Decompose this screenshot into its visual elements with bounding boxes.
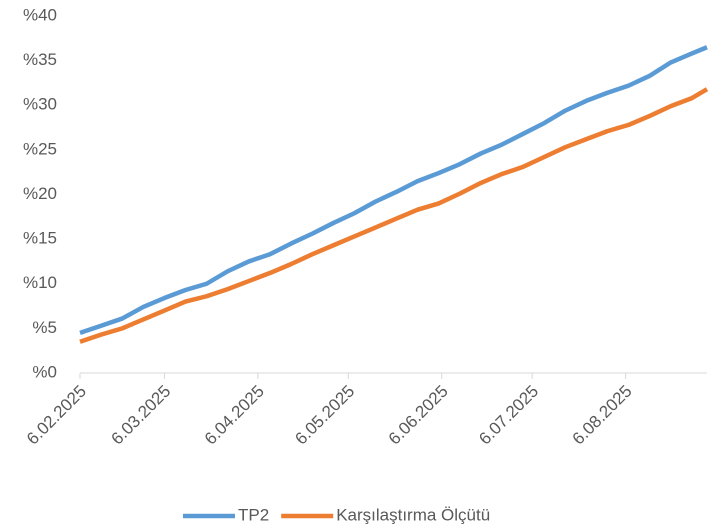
y-tick-label: %5 — [32, 318, 57, 337]
y-tick-label: %20 — [23, 184, 57, 203]
y-tick-label: %30 — [23, 95, 57, 114]
x-tick-label: 6.03.2025 — [107, 382, 174, 449]
series-line — [79, 87, 709, 344]
legend-label: TP2 — [238, 505, 269, 524]
series-line — [79, 45, 708, 335]
y-tick-label: %40 — [23, 5, 57, 24]
x-tick-label: 6.07.2025 — [475, 382, 542, 449]
y-tick-label: %10 — [23, 273, 57, 292]
x-tick-label: 6.06.2025 — [385, 382, 452, 449]
x-tick-label: 6.02.2025 — [23, 382, 90, 449]
legend-label: Karşılaştırma Ölçütü — [336, 505, 490, 524]
y-tick-label: %0 — [32, 362, 57, 381]
y-tick-label: %25 — [23, 139, 57, 158]
y-tick-label: %15 — [23, 229, 57, 248]
x-tick-label: 6.08.2025 — [569, 382, 636, 449]
x-tick-label: 6.04.2025 — [201, 382, 268, 449]
y-tick-label: %35 — [23, 50, 57, 69]
x-tick-label: 6.05.2025 — [291, 382, 358, 449]
